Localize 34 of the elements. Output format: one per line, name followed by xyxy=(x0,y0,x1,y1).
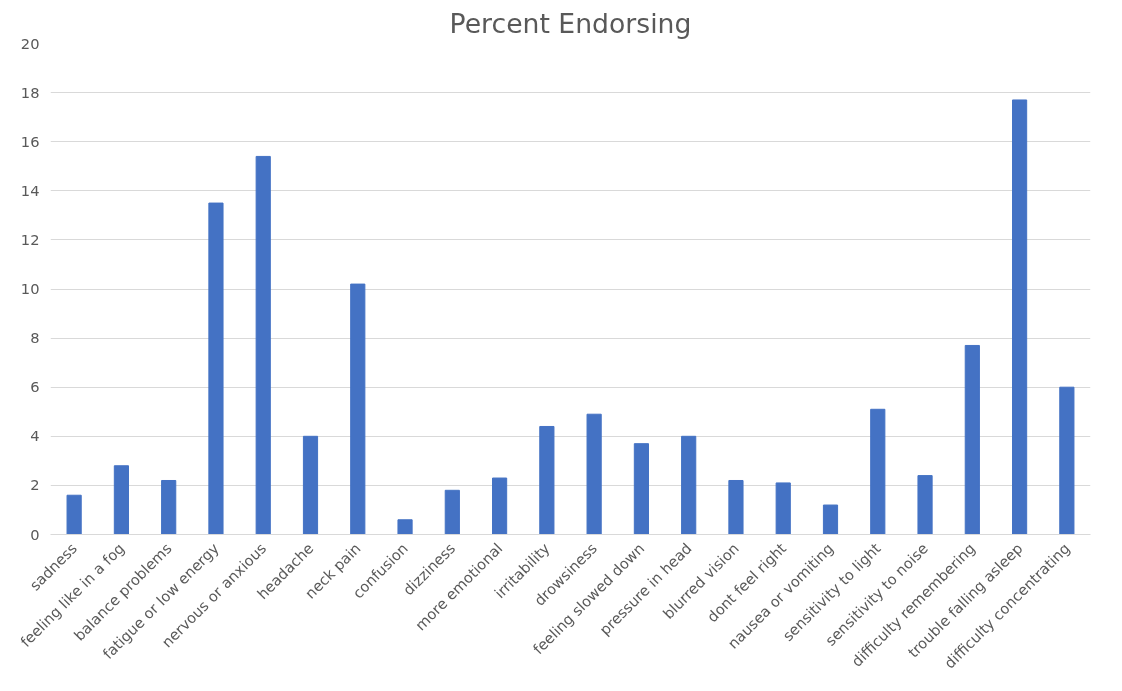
bar xyxy=(1059,386,1075,535)
bar xyxy=(586,413,602,535)
bar xyxy=(917,475,933,535)
bar xyxy=(964,344,980,535)
y-tick-label: 4 xyxy=(30,427,40,445)
bar xyxy=(66,494,82,535)
bar xyxy=(397,519,413,535)
y-tick-label: 2 xyxy=(30,476,40,494)
y-tick-label: 20 xyxy=(20,34,40,52)
bar xyxy=(492,477,508,535)
bar xyxy=(870,408,886,535)
y-tick-label: 16 xyxy=(20,132,40,150)
bar xyxy=(822,504,839,535)
bar xyxy=(113,465,129,535)
y-tick-label: 6 xyxy=(30,378,40,396)
bar xyxy=(681,435,697,535)
bar xyxy=(1012,99,1028,535)
bar xyxy=(350,283,366,535)
y-tick-label: 12 xyxy=(20,230,40,248)
chart-title: Percent Endorsing xyxy=(449,7,692,39)
bar xyxy=(255,155,271,535)
bar xyxy=(539,425,555,535)
y-tick-label: 8 xyxy=(30,329,40,347)
bar xyxy=(444,489,460,535)
y-tick-label: 18 xyxy=(20,83,40,101)
bar xyxy=(728,479,744,535)
bar xyxy=(633,443,649,535)
y-tick-label: 14 xyxy=(20,181,40,199)
bar xyxy=(208,202,224,535)
bar xyxy=(302,435,319,535)
y-tick-label: 10 xyxy=(20,280,40,297)
y-tick-label: 0 xyxy=(30,525,40,543)
bar xyxy=(775,482,791,535)
bar xyxy=(161,479,177,535)
